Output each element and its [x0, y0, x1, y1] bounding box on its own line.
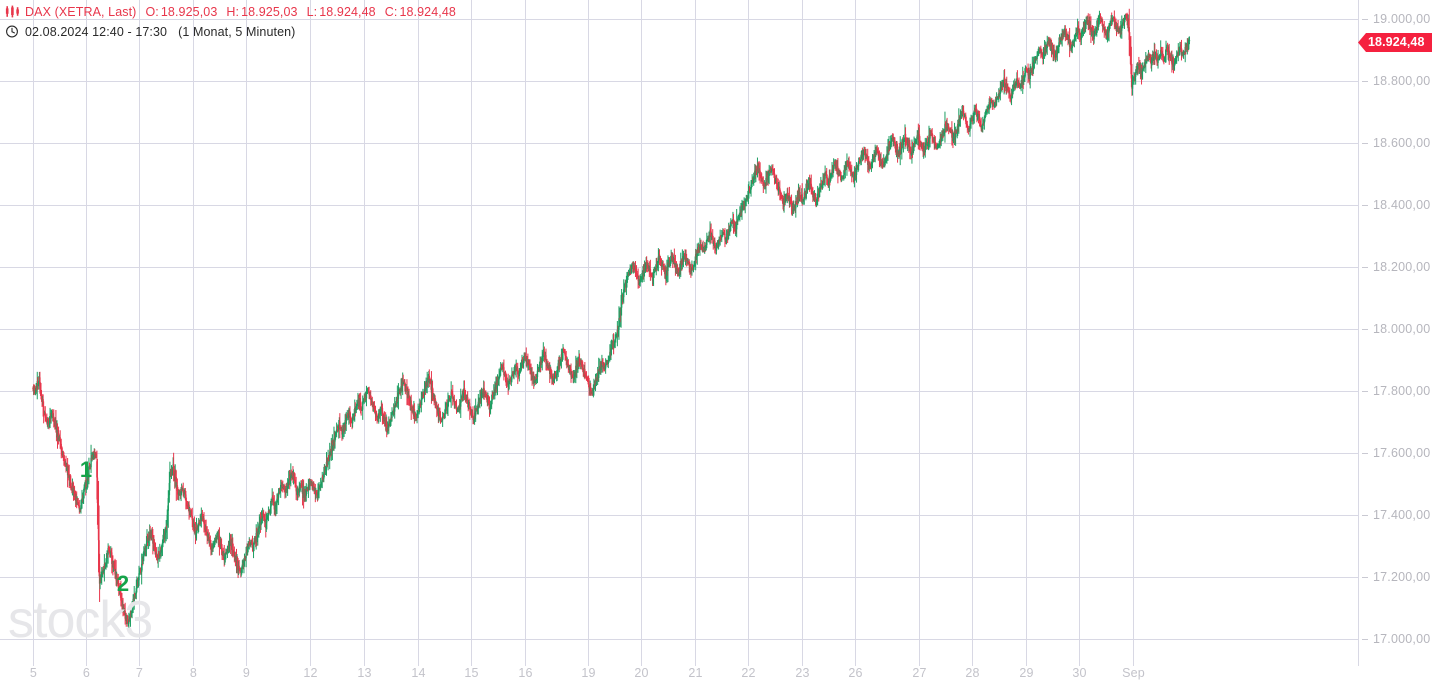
current-price-tag[interactable]: 18.924,48 [1358, 32, 1432, 52]
price-tag-value: 18.924,48 [1366, 32, 1432, 52]
axis-ticks [1362, 19, 1368, 640]
candlestick-series [32, 8, 1191, 630]
price-tag-arrow-icon [1358, 32, 1366, 52]
grid-layer [0, 0, 1359, 666]
chart-annotation-2[interactable]: 2 [116, 571, 130, 596]
chart-annotation-1[interactable]: 1 [79, 457, 93, 482]
